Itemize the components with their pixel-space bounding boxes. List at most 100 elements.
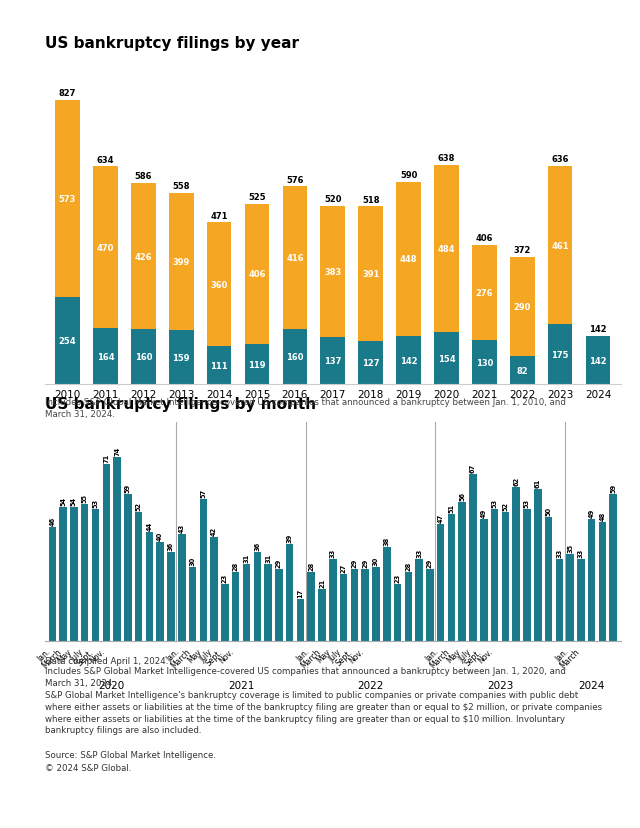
Bar — [480, 519, 488, 642]
Text: 53: 53 — [524, 498, 530, 508]
Text: 119: 119 — [248, 360, 266, 369]
Text: 35: 35 — [567, 543, 573, 552]
Bar — [307, 572, 315, 642]
Text: 49: 49 — [589, 508, 595, 518]
Text: US bankruptcy filings by month: US bankruptcy filings by month — [45, 397, 316, 412]
Bar — [598, 522, 606, 642]
Bar — [513, 487, 520, 642]
Text: 52: 52 — [502, 501, 508, 510]
Text: 142: 142 — [589, 325, 607, 334]
Text: 67: 67 — [470, 464, 476, 473]
Bar — [92, 509, 99, 642]
Bar — [510, 258, 534, 357]
Text: 53: 53 — [93, 498, 99, 508]
Text: 573: 573 — [59, 195, 76, 204]
Text: 471: 471 — [211, 211, 228, 220]
Bar — [318, 590, 326, 642]
Bar — [135, 512, 143, 642]
Text: 71: 71 — [103, 454, 109, 463]
Text: 448: 448 — [400, 255, 417, 264]
Bar — [502, 512, 509, 642]
Text: 154: 154 — [438, 354, 455, 363]
Text: US bankruptcy filings by year: US bankruptcy filings by year — [45, 36, 299, 51]
Bar — [586, 336, 611, 385]
Bar — [609, 494, 617, 642]
Bar — [244, 205, 269, 344]
Text: 426: 426 — [134, 253, 152, 262]
Bar — [394, 585, 401, 642]
Text: 31: 31 — [265, 553, 271, 562]
Bar — [131, 330, 156, 385]
Bar — [283, 330, 307, 385]
Bar — [169, 193, 193, 330]
Text: Source: S&P Global Market Intelligence.: Source: S&P Global Market Intelligence. — [45, 750, 216, 759]
Text: 54: 54 — [71, 496, 77, 505]
Text: 74: 74 — [114, 446, 120, 455]
Text: 43: 43 — [179, 523, 185, 532]
Text: 30: 30 — [189, 556, 196, 565]
Text: 29: 29 — [427, 558, 433, 567]
Bar — [178, 535, 186, 642]
Bar — [556, 560, 563, 642]
Bar — [264, 565, 272, 642]
Bar — [93, 329, 118, 385]
Text: 51: 51 — [449, 503, 454, 513]
Text: 634: 634 — [97, 156, 114, 165]
Text: 406: 406 — [476, 233, 493, 243]
Bar — [70, 507, 77, 642]
Text: 40: 40 — [157, 531, 163, 540]
Bar — [207, 224, 232, 347]
Bar — [207, 347, 232, 385]
Text: 21: 21 — [319, 578, 325, 587]
Text: 276: 276 — [476, 288, 493, 297]
Bar — [81, 504, 88, 642]
Text: 23: 23 — [394, 573, 401, 582]
Text: 82: 82 — [516, 367, 528, 375]
Bar — [146, 532, 153, 642]
Bar — [434, 332, 459, 385]
Bar — [102, 465, 110, 642]
Text: 470: 470 — [97, 243, 114, 253]
Bar — [131, 184, 156, 330]
Text: 160: 160 — [286, 353, 303, 362]
Bar — [243, 565, 250, 642]
Bar — [577, 560, 585, 642]
Text: Data compiled April 1, 2024.: Data compiled April 1, 2024. — [45, 656, 168, 665]
Bar — [211, 537, 218, 642]
Bar — [200, 499, 207, 642]
Text: 59: 59 — [125, 484, 131, 493]
Text: 383: 383 — [324, 267, 341, 277]
Text: 33: 33 — [330, 548, 336, 557]
Bar — [340, 575, 348, 642]
Bar — [275, 570, 283, 642]
Bar — [510, 357, 534, 385]
Text: 416: 416 — [286, 254, 304, 263]
Text: 28: 28 — [405, 561, 412, 570]
Bar — [588, 519, 595, 642]
Bar — [93, 167, 118, 329]
Text: © 2024 S&P Global.: © 2024 S&P Global. — [45, 763, 131, 773]
Bar — [358, 207, 383, 341]
Bar — [124, 494, 132, 642]
Text: 29: 29 — [362, 558, 368, 567]
Text: 36: 36 — [168, 541, 174, 550]
Text: 142: 142 — [589, 356, 607, 365]
Text: 399: 399 — [173, 258, 190, 267]
Text: 164: 164 — [97, 353, 115, 361]
Bar — [297, 599, 304, 642]
Text: 159: 159 — [172, 354, 190, 362]
Bar — [548, 325, 573, 385]
Bar — [396, 182, 421, 336]
Text: 53: 53 — [492, 498, 497, 508]
Bar — [321, 338, 345, 385]
Text: 48: 48 — [600, 511, 605, 520]
Text: 33: 33 — [556, 548, 563, 557]
Text: 29: 29 — [351, 558, 357, 567]
Text: 55: 55 — [82, 493, 88, 503]
Bar — [472, 246, 497, 340]
Text: 28: 28 — [233, 561, 239, 570]
Bar — [404, 572, 412, 642]
Bar — [447, 514, 455, 642]
Text: 586: 586 — [134, 172, 152, 181]
Text: 33: 33 — [578, 548, 584, 557]
